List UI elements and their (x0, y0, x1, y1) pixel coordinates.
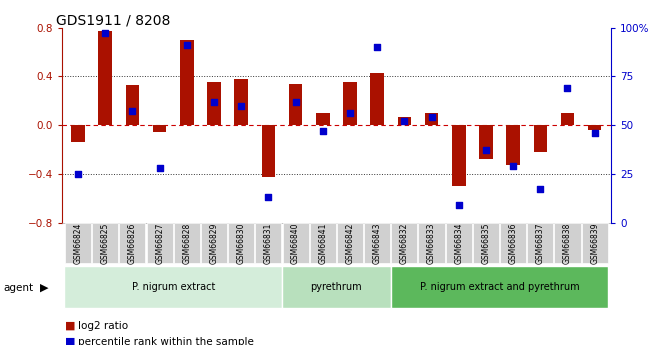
FancyBboxPatch shape (446, 223, 472, 263)
Point (127, 109, 138, 114)
Bar (424, 113, 438, 125)
FancyBboxPatch shape (500, 223, 526, 263)
Point (481, 148, 491, 153)
Text: GSM66831: GSM66831 (264, 223, 273, 264)
FancyBboxPatch shape (120, 223, 146, 263)
Point (508, 163, 518, 169)
Point (73, 171, 83, 177)
Text: P. nigrum extract and pyrethrum: P. nigrum extract and pyrethrum (420, 282, 579, 292)
Point (291, 99, 301, 105)
Point (454, 202, 464, 208)
FancyBboxPatch shape (282, 266, 391, 308)
Text: GSM66838: GSM66838 (563, 223, 572, 264)
Text: GSM66825: GSM66825 (101, 223, 110, 264)
Point (236, 103, 246, 108)
FancyBboxPatch shape (147, 223, 173, 263)
FancyBboxPatch shape (554, 223, 580, 263)
Text: GSM66834: GSM66834 (454, 223, 463, 264)
Text: GSM66839: GSM66839 (590, 223, 599, 264)
FancyBboxPatch shape (473, 223, 499, 263)
Text: GSM66840: GSM66840 (291, 223, 300, 264)
Bar (316, 113, 330, 125)
Text: ■: ■ (65, 321, 75, 331)
FancyBboxPatch shape (201, 223, 227, 263)
Text: log2 ratio: log2 ratio (78, 321, 128, 331)
Bar (235, 79, 248, 125)
Text: GSM66837: GSM66837 (536, 223, 545, 264)
Text: agent: agent (3, 283, 33, 293)
Bar (534, 125, 547, 152)
Text: GSM66830: GSM66830 (237, 223, 246, 264)
Bar (289, 83, 302, 125)
Bar (98, 31, 112, 125)
Bar (588, 125, 601, 130)
FancyBboxPatch shape (337, 223, 363, 263)
Text: GSM66842: GSM66842 (345, 223, 354, 264)
Bar (506, 125, 520, 165)
Text: ▶: ▶ (40, 283, 49, 293)
Bar (72, 125, 85, 142)
Text: GSM66829: GSM66829 (209, 223, 218, 264)
Bar (479, 125, 493, 159)
Text: GSM66841: GSM66841 (318, 223, 328, 264)
Text: GSM66824: GSM66824 (73, 223, 83, 264)
Point (562, 85, 573, 91)
FancyBboxPatch shape (92, 223, 118, 263)
FancyBboxPatch shape (391, 266, 608, 308)
Bar (343, 82, 357, 125)
FancyBboxPatch shape (419, 223, 445, 263)
Text: GDS1911 / 8208: GDS1911 / 8208 (57, 13, 171, 28)
Bar (125, 85, 139, 125)
Text: GSM66827: GSM66827 (155, 223, 164, 264)
Bar (370, 73, 384, 125)
FancyBboxPatch shape (64, 266, 282, 308)
Point (535, 187, 545, 192)
Bar (180, 40, 194, 125)
Point (318, 128, 328, 134)
Bar (153, 125, 166, 132)
Point (155, 165, 165, 171)
Bar (561, 113, 575, 125)
Bar (261, 125, 275, 177)
Text: GSM66843: GSM66843 (372, 223, 382, 264)
Point (372, 44, 382, 50)
Point (209, 99, 219, 105)
Point (100, 31, 110, 36)
FancyBboxPatch shape (582, 223, 608, 263)
Point (344, 111, 355, 116)
FancyBboxPatch shape (174, 223, 200, 263)
Text: GSM66832: GSM66832 (400, 223, 409, 264)
Bar (452, 125, 465, 186)
Text: GSM66833: GSM66833 (427, 223, 436, 264)
Text: GSM66826: GSM66826 (128, 223, 137, 264)
FancyBboxPatch shape (65, 223, 91, 263)
Text: percentile rank within the sample: percentile rank within the sample (78, 337, 254, 345)
Bar (398, 117, 411, 125)
FancyBboxPatch shape (310, 223, 336, 263)
Point (426, 115, 437, 120)
Point (399, 118, 410, 124)
FancyBboxPatch shape (391, 223, 417, 263)
Text: P. nigrum extract: P. nigrum extract (131, 282, 215, 292)
Text: GSM66835: GSM66835 (482, 223, 490, 264)
Text: GSM66828: GSM66828 (183, 223, 191, 264)
Text: GSM66836: GSM66836 (508, 223, 517, 264)
Text: pyrethrum: pyrethrum (311, 282, 362, 292)
Point (181, 42, 192, 48)
FancyBboxPatch shape (527, 223, 553, 263)
FancyBboxPatch shape (283, 223, 309, 263)
FancyBboxPatch shape (228, 223, 254, 263)
Bar (207, 82, 221, 125)
Point (590, 130, 600, 136)
FancyBboxPatch shape (364, 223, 390, 263)
Point (263, 195, 274, 200)
Text: ■: ■ (65, 337, 75, 345)
FancyBboxPatch shape (255, 223, 281, 263)
